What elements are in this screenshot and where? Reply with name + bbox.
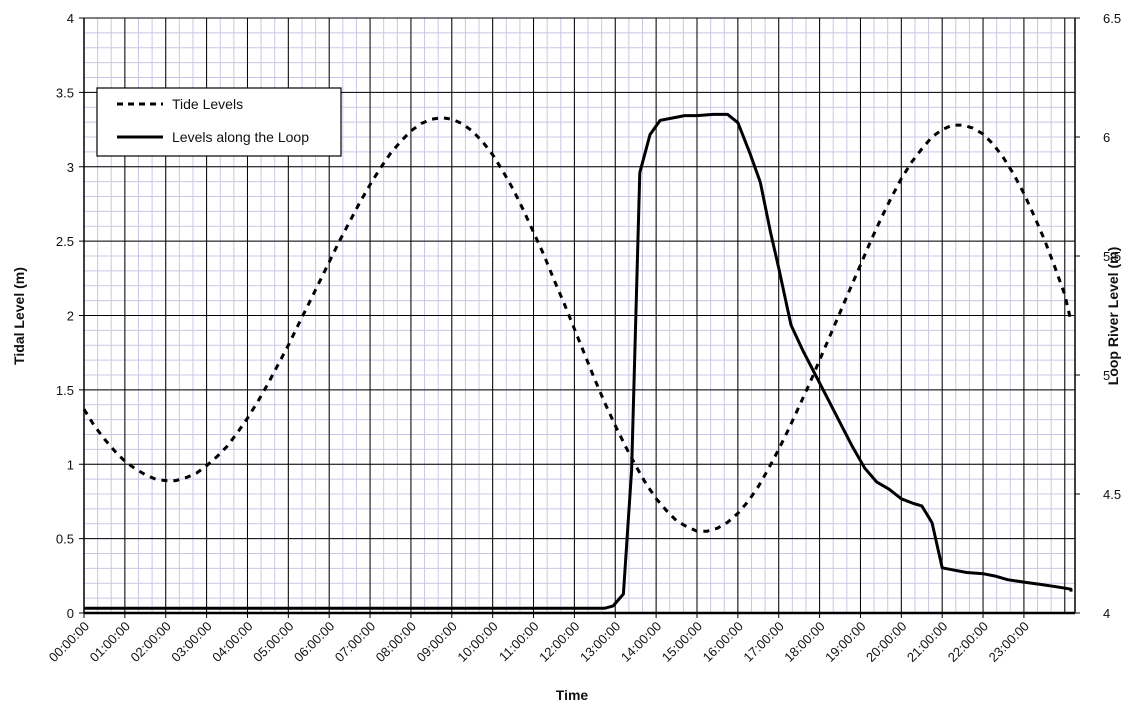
x-tick-label: 08:00:00 bbox=[373, 619, 419, 665]
x-tick-label: 16:00:00 bbox=[700, 619, 746, 665]
x-axis-title: Time bbox=[556, 687, 589, 703]
x-tick-label: 02:00:00 bbox=[127, 619, 173, 665]
y-left-tick-label: 0.5 bbox=[56, 532, 74, 547]
y-right-tick-label: 4 bbox=[1103, 606, 1110, 621]
x-tick-label: 15:00:00 bbox=[659, 619, 705, 665]
legend-box bbox=[96, 87, 342, 157]
y-left-tick-label: 2 bbox=[67, 309, 74, 324]
y-left-tick-label: 4 bbox=[67, 11, 74, 26]
x-tick-label: 04:00:00 bbox=[209, 619, 255, 665]
x-tick-label: 17:00:00 bbox=[740, 619, 786, 665]
x-tick-label: 19:00:00 bbox=[822, 619, 868, 665]
x-tick-label: 09:00:00 bbox=[414, 619, 460, 665]
x-tick-label: 10:00:00 bbox=[454, 619, 500, 665]
x-tick-label: 11:00:00 bbox=[496, 619, 542, 665]
x-tick-label: 14:00:00 bbox=[618, 619, 664, 665]
x-tick-label: 23:00:00 bbox=[986, 619, 1032, 665]
x-tick-label: 18:00:00 bbox=[781, 619, 827, 665]
x-tick-label: 12:00:00 bbox=[536, 619, 582, 665]
legend: Tide Levels Levels along the Loop bbox=[96, 87, 342, 157]
legend-label-loop: Levels along the Loop bbox=[172, 129, 309, 145]
series-layer bbox=[82, 112, 1073, 610]
y-right-tick-label: 5 bbox=[1103, 368, 1110, 383]
y-right-tick-label: 5.5 bbox=[1103, 249, 1121, 264]
y-left-tick-label: 1 bbox=[67, 457, 74, 472]
y-axis-left-title: Tidal Level (m) bbox=[11, 267, 27, 365]
y-left-tick-label: 3 bbox=[67, 160, 74, 175]
y-left-tick-label: 1.5 bbox=[56, 383, 74, 398]
y-right-tick-label: 6 bbox=[1103, 130, 1110, 145]
x-tick-label: 07:00:00 bbox=[332, 619, 378, 665]
series-line-tide-levels bbox=[82, 116, 1073, 533]
legend-label-tide: Tide Levels bbox=[172, 96, 243, 112]
x-tick-label: 21:00:00 bbox=[904, 619, 950, 665]
x-tick-label: 01:00:00 bbox=[87, 619, 133, 665]
x-tick-label: 05:00:00 bbox=[250, 619, 296, 665]
x-tick-label: 06:00:00 bbox=[291, 619, 337, 665]
series-line-loop-levels bbox=[84, 112, 1073, 610]
x-tick-label: 00:00:00 bbox=[46, 619, 92, 665]
y-right-tick-label: 4.5 bbox=[1103, 487, 1121, 502]
y-left-tick-label: 0 bbox=[67, 606, 74, 621]
y-axis-right-title: Loop River Level (m) bbox=[1105, 247, 1121, 385]
x-tick-label: 13:00:00 bbox=[577, 619, 623, 665]
x-tick-label: 03:00:00 bbox=[168, 619, 214, 665]
y-right-tick-label: 6.5 bbox=[1103, 11, 1121, 26]
x-tick-label: 20:00:00 bbox=[863, 619, 909, 665]
y-left-tick-label: 2.5 bbox=[56, 234, 74, 249]
x-tick-label: 22:00:00 bbox=[945, 619, 991, 665]
y-left-tick-label: 3.5 bbox=[56, 85, 74, 100]
